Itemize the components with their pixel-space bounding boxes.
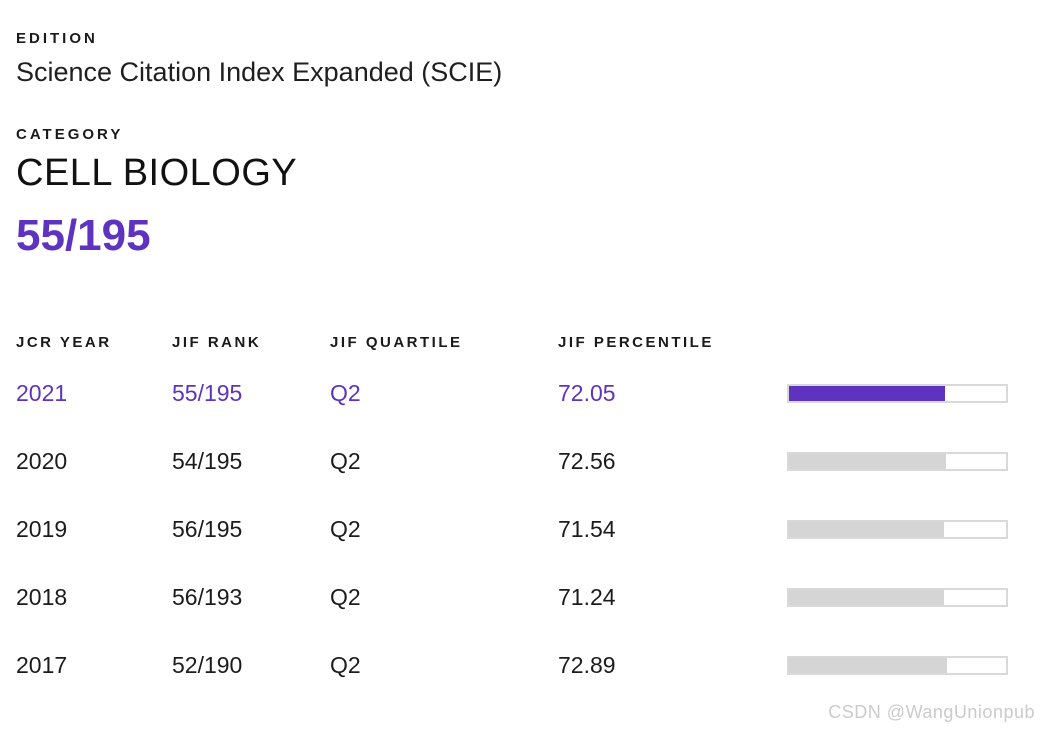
table-row: 2017 52/190 Q2 72.89 <box>16 631 1031 699</box>
jif-percentile-cell: 71.54 <box>558 515 616 542</box>
watermark: CSDN @WangUnionpub <box>828 702 1035 722</box>
jif-percentile-cell: 72.56 <box>558 447 616 474</box>
table-row: 2019 56/195 Q2 71.54 <box>16 495 1031 563</box>
jcr-year-cell: 2019 <box>16 515 68 542</box>
edition-label: EDITION <box>16 30 98 47</box>
table-header-row: JCR YEAR JIF RANK JIF QUARTILE JIF PERCE… <box>16 325 1031 359</box>
jif-quartile-cell: Q2 <box>330 651 361 678</box>
jif-quartile-cell: Q2 <box>330 379 361 406</box>
jif-rank-cell: 56/195 <box>172 515 243 542</box>
table-row: 2020 54/195 Q2 72.56 <box>16 427 1031 495</box>
header-jif-percentile: JIF PERCENTILE <box>558 333 714 351</box>
edition-value: Science Citation Index Expanded (SCIE) <box>16 57 503 87</box>
percentile-bar-track <box>787 451 1008 471</box>
jif-quartile-cell: Q2 <box>330 583 361 610</box>
table-row: 2021 55/195 Q2 72.05 <box>16 359 1031 427</box>
jif-rank-cell: 54/195 <box>172 447 243 474</box>
percentile-bar-track <box>787 383 1008 403</box>
percentile-bar-fill <box>789 657 948 673</box>
jcr-year-cell: 2017 <box>16 651 68 678</box>
jif-percentile-cell: 72.05 <box>558 379 616 406</box>
percentile-bar-track <box>787 587 1008 607</box>
jif-rank-table: JCR YEAR JIF RANK JIF QUARTILE JIF PERCE… <box>16 325 1031 699</box>
jif-percentile-cell: 71.24 <box>558 583 616 610</box>
header-jcr-year: JCR YEAR <box>16 333 112 351</box>
jif-quartile-cell: Q2 <box>330 447 361 474</box>
category-current-rank: 55/195 <box>16 211 151 260</box>
percentile-bar-track <box>787 519 1008 539</box>
jif-rank-cell: 52/190 <box>172 651 243 678</box>
header-jif-quartile: JIF QUARTILE <box>330 333 463 351</box>
category-label: CATEGORY <box>16 126 124 143</box>
jcr-year-cell: 2020 <box>16 447 68 474</box>
percentile-bar-fill <box>789 589 944 605</box>
jif-rank-cell: 55/195 <box>172 379 243 406</box>
table-body: 2021 55/195 Q2 72.05 2020 54/195 Q2 72.5… <box>16 359 1031 699</box>
header-jif-rank: JIF RANK <box>172 333 262 351</box>
jcr-year-cell: 2021 <box>16 379 68 406</box>
percentile-bar-fill <box>789 385 946 401</box>
jif-rank-cell: 56/193 <box>172 583 243 610</box>
jcr-year-cell: 2018 <box>16 583 68 610</box>
jif-quartile-cell: Q2 <box>330 515 361 542</box>
percentile-bar-fill <box>789 521 945 537</box>
category-value: CELL BIOLOGY <box>16 152 298 194</box>
percentile-bar-fill <box>789 453 947 469</box>
jif-percentile-cell: 72.89 <box>558 651 616 678</box>
table-row: 2018 56/193 Q2 71.24 <box>16 563 1031 631</box>
percentile-bar-track <box>787 655 1008 675</box>
